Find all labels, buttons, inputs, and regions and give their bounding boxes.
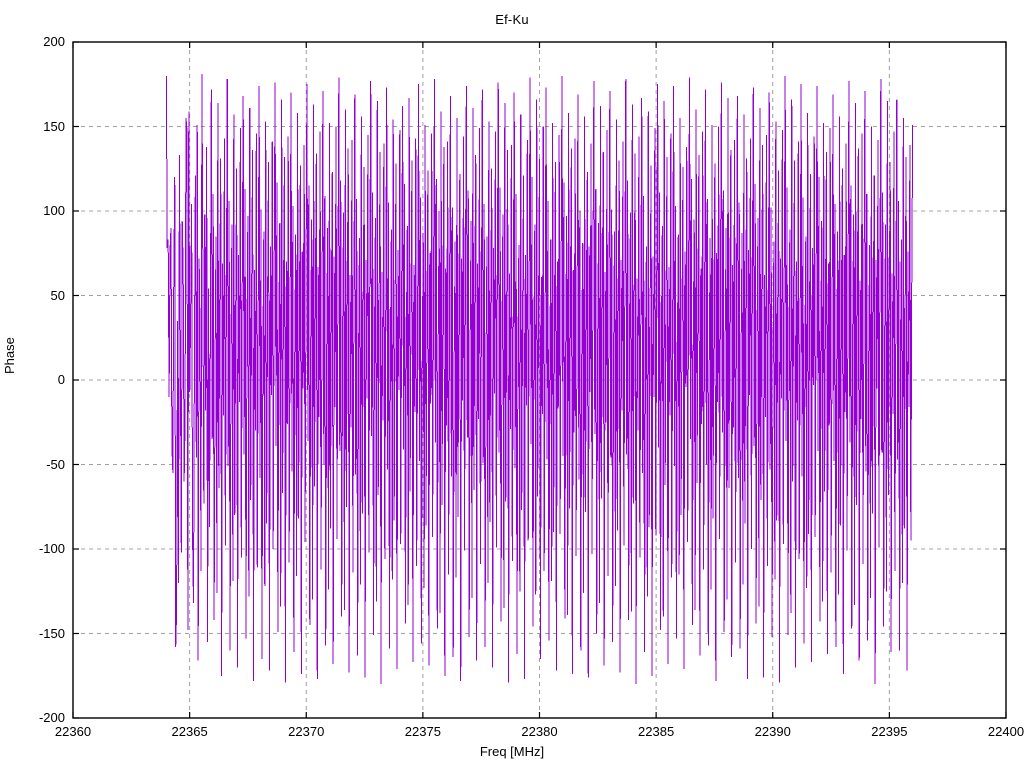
y-tick-label: 0 xyxy=(57,372,65,387)
data-series-ef-ku xyxy=(165,74,914,685)
y-tick-label: 200 xyxy=(43,34,65,49)
x-tick-label: 22365 xyxy=(171,724,208,739)
y-tick-label: 100 xyxy=(43,203,65,218)
plot-frame xyxy=(72,41,1007,719)
chart-title: Ef-Ku xyxy=(495,12,529,27)
x-tick-label: 22390 xyxy=(754,724,791,739)
x-axis-label: Freq [MHz] xyxy=(479,744,545,759)
y-tick-label: -200 xyxy=(38,710,65,725)
x-tick-label: 22385 xyxy=(638,724,675,739)
y-tick-label: 150 xyxy=(43,118,65,134)
x-tick-label: 22395 xyxy=(871,724,908,739)
x-tick-label: 22400 xyxy=(987,724,1024,739)
y-tick-label: -150 xyxy=(38,625,65,641)
y-tick-label: 50 xyxy=(50,287,65,303)
y-tick-label: -50 xyxy=(46,456,65,472)
x-tick-label: 22370 xyxy=(288,724,325,739)
x-tick-label: 22375 xyxy=(404,724,441,739)
x-tick-label: 22360 xyxy=(54,724,92,739)
y-tick-label: -100 xyxy=(38,541,65,556)
x-tick-label: 22380 xyxy=(521,724,558,739)
